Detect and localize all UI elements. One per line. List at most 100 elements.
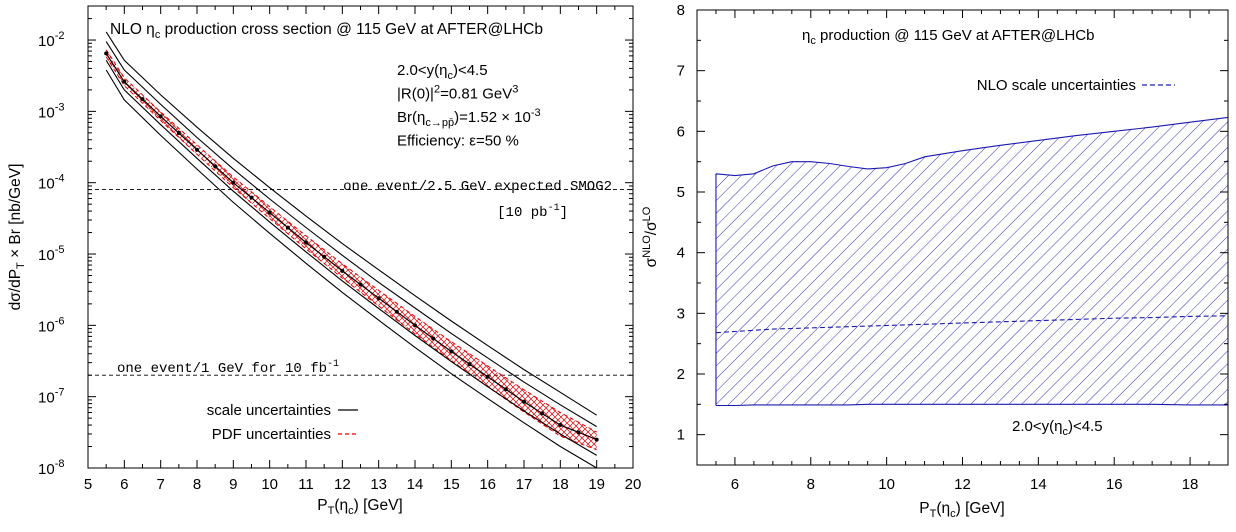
central-point bbox=[594, 437, 599, 442]
right-x-axis-label: PT(ηc) [GeV] bbox=[919, 500, 1004, 520]
y-tick-label: 2 bbox=[677, 366, 685, 383]
central-point bbox=[503, 387, 508, 392]
y-tick-label: 5 bbox=[677, 184, 685, 201]
left-chart-title: NLO ηc production cross section @ 115 Ge… bbox=[110, 21, 543, 41]
y-tick-label: 10-5 bbox=[38, 244, 64, 264]
x-tick-label: 12 bbox=[334, 476, 351, 493]
left-x-tick-labels: 5 6 7 8 9 10 11 12 13 14 15 16 17 18 19 20 bbox=[84, 476, 642, 493]
info-line: 2.0<y(ηc)<4.5 bbox=[397, 62, 488, 82]
right-axis-ticks bbox=[696, 9, 1229, 465]
pdf-band-edge bbox=[105, 49, 597, 433]
x-tick-label: 8 bbox=[807, 476, 815, 493]
y-tick-label: 10-3 bbox=[38, 101, 64, 121]
band-fill bbox=[716, 117, 1228, 406]
pdf-uncertainty-band bbox=[105, 49, 597, 451]
central-point bbox=[467, 362, 472, 367]
y-tick-label: 4 bbox=[677, 245, 685, 262]
x-tick-label: 5 bbox=[84, 476, 92, 493]
left-chart: 10-8 10-7 10-6 10-5 10-4 10-3 10-2 5 6 7 8 9 10 11 12… bbox=[7, 5, 642, 517]
y-tick-label: 7 bbox=[677, 63, 685, 80]
central-point bbox=[394, 309, 399, 314]
left-legend: scale uncertainties PDF uncertainties bbox=[207, 402, 358, 443]
central-point bbox=[376, 296, 381, 301]
reference-label-10fb: one event/1 GeV for 10 fb-1 bbox=[117, 359, 339, 377]
y-tick-label: 3 bbox=[677, 305, 685, 322]
x-tick-label: 17 bbox=[516, 476, 533, 493]
left-info-box: 2.0<y(ηc)<4.5 |R(0)|2=0.81 GeV3 Br(ηc→pp̄)… bbox=[397, 62, 541, 150]
central-point bbox=[576, 430, 581, 435]
x-tick-label: 15 bbox=[443, 476, 460, 493]
x-tick-label: 9 bbox=[229, 476, 237, 493]
x-tick-label: 18 bbox=[1182, 476, 1199, 493]
x-tick-label: 14 bbox=[1030, 476, 1047, 493]
central-point bbox=[340, 268, 345, 273]
x-tick-label: 16 bbox=[1106, 476, 1123, 493]
central-point bbox=[249, 195, 254, 200]
central-point bbox=[176, 131, 181, 136]
scale-uncertainty-curve bbox=[105, 31, 597, 416]
scale-uncertainty-curve bbox=[105, 69, 597, 468]
left-y-axis-label: dσ/dPT × Br [nb/GeV] bbox=[7, 164, 27, 311]
central-point bbox=[285, 225, 290, 230]
left-y-tick-labels: 10-8 10-7 10-6 10-5 10-4 10-3 10-2 bbox=[38, 30, 64, 478]
x-tick-label: 6 bbox=[120, 476, 128, 493]
x-tick-label: 7 bbox=[156, 476, 164, 493]
central-point bbox=[558, 423, 563, 428]
x-tick-label: 8 bbox=[193, 476, 201, 493]
y-tick-label: 1 bbox=[677, 427, 685, 444]
y-tick-label: 6 bbox=[677, 123, 685, 140]
x-tick-label: 18 bbox=[552, 476, 569, 493]
central-point bbox=[449, 349, 454, 354]
left-axis-ticks bbox=[87, 5, 634, 469]
legend-label-pdf: PDF uncertainties bbox=[212, 426, 331, 443]
scale-uncertainty-curve bbox=[105, 41, 597, 428]
pdf-band-edge bbox=[105, 56, 597, 451]
reference-label-smog2: one event/2.5 GeV expected SMOG2 bbox=[343, 179, 612, 195]
central-point bbox=[140, 97, 145, 102]
reference-sublabel-lumi: [10 pb-1] bbox=[497, 203, 568, 221]
right-y-axis-label: σNLO/σLO bbox=[641, 206, 660, 267]
x-tick-label: 11 bbox=[298, 476, 314, 493]
central-point bbox=[213, 164, 218, 169]
x-tick-label: 10 bbox=[878, 476, 895, 493]
left-central-points bbox=[104, 51, 599, 442]
central-point bbox=[522, 399, 526, 404]
info-line: Efficiency: ε=50 % bbox=[397, 133, 519, 150]
central-point bbox=[104, 51, 109, 56]
legend-label-scale: scale uncertainties bbox=[207, 402, 331, 419]
x-tick-label: 6 bbox=[731, 476, 739, 493]
right-legend-label: NLO scale uncertainties bbox=[977, 77, 1136, 94]
central-point bbox=[158, 114, 163, 119]
central-point bbox=[485, 374, 490, 379]
central-point bbox=[122, 79, 127, 84]
left-x-axis-label: PT(ηc) [GeV] bbox=[317, 497, 402, 517]
y-tick-label: 8 bbox=[677, 2, 685, 19]
y-tick-label: 10-6 bbox=[38, 315, 64, 335]
central-point bbox=[540, 411, 545, 416]
right-chart-title: ηc production @ 115 GeV at AFTER@LHCb bbox=[802, 27, 1094, 47]
central-point bbox=[195, 147, 199, 152]
band-edge bbox=[715, 116, 1228, 177]
y-tick-label: 10-2 bbox=[38, 30, 64, 50]
scale-uncertainty-curve bbox=[105, 60, 597, 456]
x-tick-label: 19 bbox=[588, 476, 605, 493]
pdf-band-fill bbox=[106, 49, 597, 450]
x-tick-label: 10 bbox=[261, 476, 278, 493]
x-tick-label: 16 bbox=[479, 476, 496, 493]
x-tick-label: 20 bbox=[625, 476, 642, 493]
central-point bbox=[431, 336, 436, 341]
y-tick-label: 10-8 bbox=[38, 458, 64, 478]
central-point bbox=[358, 282, 363, 287]
central-point bbox=[322, 254, 327, 259]
nlo-scale-band bbox=[715, 116, 1228, 407]
central-point bbox=[267, 210, 272, 215]
right-x-tick-labels: 6 8 10 12 14 16 18 bbox=[731, 476, 1199, 493]
y-tick-label: 10-7 bbox=[38, 387, 64, 407]
y-tick-label: 10-4 bbox=[38, 173, 64, 193]
right-annotation: 2.0<y(ηc)<4.5 bbox=[1012, 418, 1103, 438]
band-edge bbox=[716, 403, 1228, 407]
central-point bbox=[304, 240, 308, 245]
